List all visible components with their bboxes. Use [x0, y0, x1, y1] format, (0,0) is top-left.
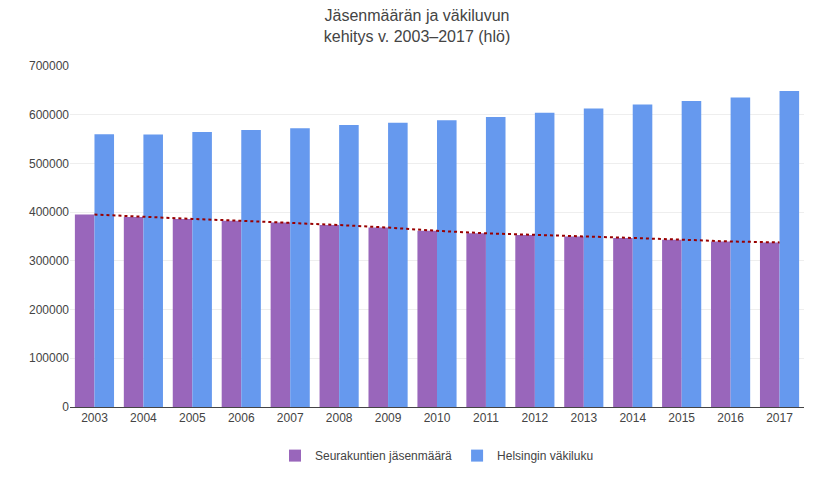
svg-text:300000: 300000: [29, 254, 69, 268]
svg-text:2010: 2010: [424, 411, 451, 425]
svg-text:200000: 200000: [29, 303, 69, 317]
svg-text:2004: 2004: [130, 411, 157, 425]
svg-text:Helsingin väkiluku: Helsingin väkiluku: [497, 449, 593, 463]
svg-text:700000: 700000: [29, 59, 69, 73]
svg-text:400000: 400000: [29, 205, 69, 219]
svg-text:2011: 2011: [473, 411, 499, 425]
svg-text:Seurakuntien jäsenmäärä: Seurakuntien jäsenmäärä: [315, 449, 452, 463]
svg-text:2006: 2006: [228, 411, 255, 425]
svg-text:2017: 2017: [766, 411, 793, 425]
svg-text:600000: 600000: [29, 108, 69, 122]
svg-text:500000: 500000: [29, 157, 69, 171]
svg-text:2014: 2014: [619, 411, 646, 425]
svg-text:2015: 2015: [668, 411, 695, 425]
svg-text:2008: 2008: [326, 411, 353, 425]
svg-text:2012: 2012: [522, 411, 549, 425]
svg-text:Jäsenmäärän ja väkiluvunkehity: Jäsenmäärän ja väkiluvunkehitys v. 2003–…: [324, 7, 510, 45]
svg-text:2013: 2013: [570, 411, 597, 425]
svg-text:100000: 100000: [29, 351, 69, 365]
svg-text:2009: 2009: [375, 411, 402, 425]
svg-text:2003: 2003: [81, 411, 108, 425]
svg-text:2007: 2007: [277, 411, 304, 425]
svg-text:2005: 2005: [179, 411, 206, 425]
svg-text:0: 0: [62, 400, 69, 414]
svg-text:2016: 2016: [717, 411, 744, 425]
